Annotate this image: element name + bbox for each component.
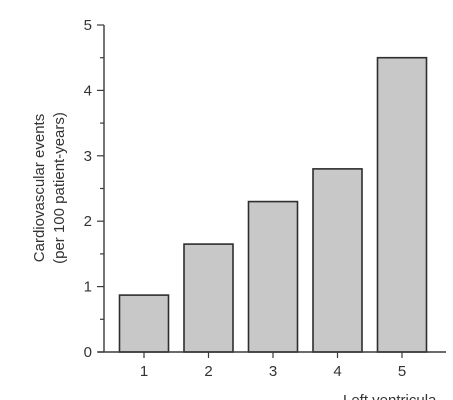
y-axis-title-line1: Cardiovascular events — [31, 114, 48, 262]
bar-3 — [247, 200, 299, 353]
bar-4 — [312, 168, 363, 353]
bar-5 — [376, 56, 428, 353]
y-tick-label: 0 — [84, 344, 92, 361]
y-ticks-group: 0 1 2 3 4 5 — [84, 17, 104, 361]
y-tick-label: 4 — [84, 82, 92, 99]
x-tick-label: 1 — [140, 363, 148, 380]
y-axis-title-line2: (per 100 patient-years) — [51, 112, 68, 264]
bar-1 — [118, 294, 170, 353]
bars-group — [118, 56, 428, 353]
x-tick-label: 5 — [398, 363, 406, 380]
x-axis-title: Left ventricula — [343, 392, 437, 400]
y-tick-label: 5 — [84, 17, 92, 34]
y-tick-label: 1 — [84, 279, 92, 296]
y-tick-label: 3 — [84, 148, 92, 165]
bar-2 — [183, 243, 234, 353]
x-tick-label: 3 — [269, 363, 277, 380]
x-tick-label: 4 — [333, 363, 341, 380]
x-ticks-group: 1 2 3 4 5 — [140, 352, 406, 380]
x-tick-label: 2 — [204, 363, 212, 380]
y-tick-label: 2 — [84, 213, 92, 230]
